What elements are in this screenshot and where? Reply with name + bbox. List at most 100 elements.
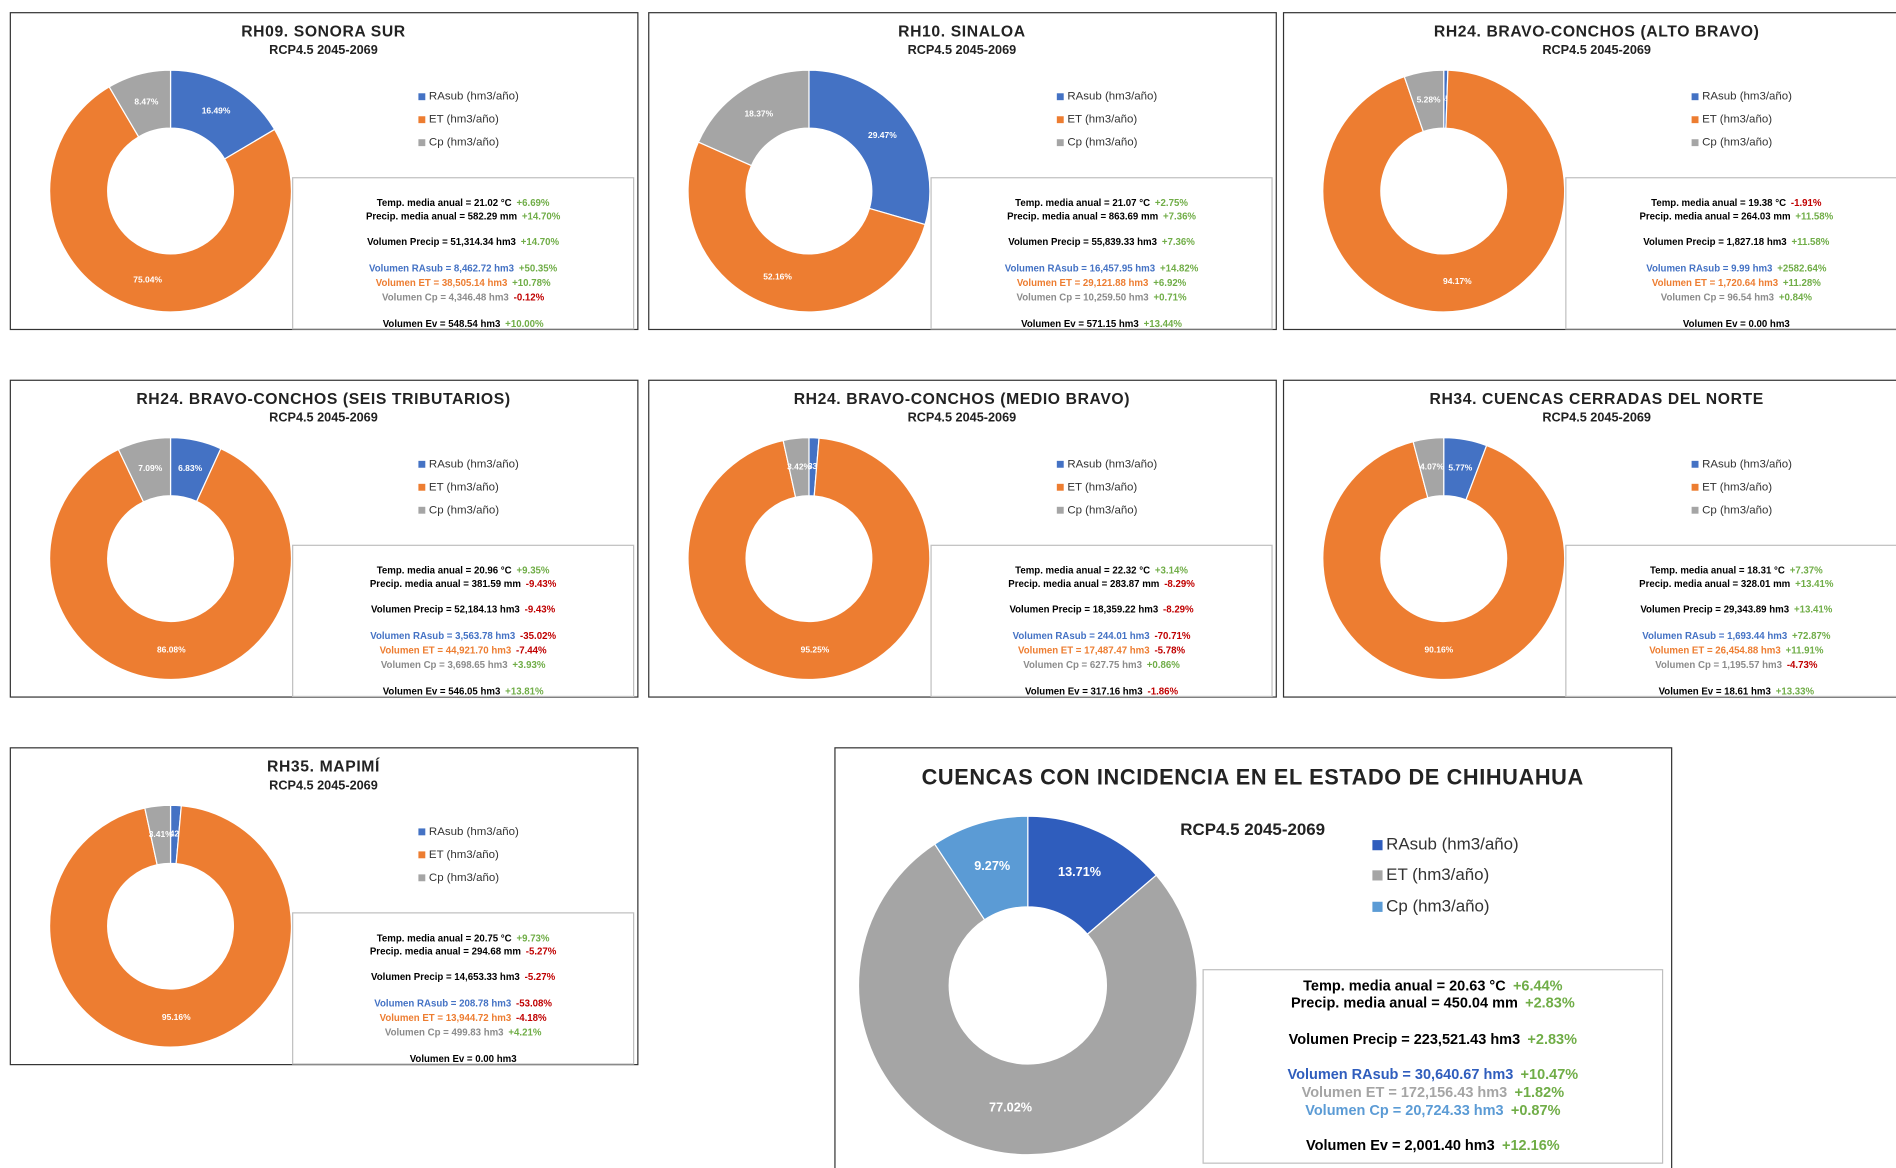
info-line: Volumen Cp = 627.75 hm3 +0.86%	[1023, 660, 1180, 671]
info-line: Volumen Precip = 55,839.33 hm3 +7.36%	[1008, 236, 1195, 247]
legend-swatch	[1691, 506, 1699, 514]
donut-segment	[782, 437, 810, 498]
info-text: Volumen Ev = 0.00 hm3	[1683, 319, 1791, 330]
info-text: Volumen Ev = 2,001.40 hm3	[1306, 1138, 1495, 1154]
legend-label: Cp (hm3/año)	[1386, 896, 1489, 915]
info-change: +2.83%	[1527, 1032, 1577, 1048]
info-text: Volumen Cp = 1,195.57 hm3	[1655, 660, 1782, 671]
legend-label: ET (hm3/año)	[429, 481, 499, 493]
info-text: Volumen Precip = 1,827.18 hm3	[1643, 236, 1787, 247]
legend-label: Cp (hm3/año)	[1067, 137, 1137, 149]
info-text: Precip. media anual = 283.87 mm	[1008, 579, 1159, 590]
legend-swatch	[418, 139, 426, 147]
info-line: Volumen Cp = 20,724.33 hm3 +0.87%	[1305, 1103, 1560, 1119]
legend-label: RAsub (hm3/año)	[429, 458, 519, 470]
info-text: Volumen Ev = 571.15 hm3	[1021, 319, 1139, 330]
chart-subtitle: RCP4.5 2045-2069	[269, 778, 378, 792]
info-change: -8.29%	[1163, 604, 1194, 615]
legend-swatch	[1691, 116, 1699, 124]
chart-subtitle: RCP4.5 2045-2069	[1542, 411, 1651, 425]
info-text: Precip. media anual = 294.68 mm	[370, 946, 521, 957]
info-text: Volumen RAsub = 3,563.78 hm3	[370, 631, 516, 642]
info-change: -5.27%	[526, 946, 557, 957]
legend-swatch	[1056, 93, 1064, 101]
legend-swatch	[418, 874, 426, 882]
legend-label: Cp (hm3/año)	[429, 504, 499, 516]
info-line: Volumen Ev = 571.15 hm3 +13.44%	[1021, 319, 1182, 330]
info-text: Temp. media anual = 20.63 °C	[1303, 978, 1506, 994]
legend-swatch	[1691, 93, 1699, 101]
chart-panel: RH24. BRAVO-CONCHOS (ALTO BRAVO) RCP4.5 2…	[1282, 12, 1896, 331]
info-text: Volumen Cp = 627.75 hm3	[1023, 660, 1142, 671]
info-line: Volumen Ev = 0.00 hm3	[1683, 319, 1791, 330]
info-text: Volumen Ev = 317.16 hm3	[1025, 686, 1143, 697]
info-line: Volumen Ev = 2,001.40 hm3 +12.16%	[1306, 1138, 1560, 1154]
info-line: Volumen RAsub = 30,640.67 hm3 +10.47%	[1288, 1067, 1579, 1083]
data-label: 94.17%	[1443, 276, 1472, 286]
info-change: +0.87%	[1511, 1103, 1561, 1119]
info-line: Precip. media anual = 264.03 mm +11.58%	[1639, 211, 1833, 222]
chart-panel: RH24. BRAVO-CONCHOS (MEDIO BRAVO) RCP4.5 …	[648, 379, 1277, 698]
data-label: 5.28%	[1417, 95, 1441, 105]
info-line: Temp. media anual = 20.75 °C +9.73%	[377, 933, 550, 944]
info-text: Temp. media anual = 18.31 °C	[1650, 565, 1785, 576]
info-text: Precip. media anual = 863.69 mm	[1007, 211, 1158, 222]
title-box: RH24. BRAVO-CONCHOS (ALTO BRAVO)	[1434, 22, 1759, 40]
info-line: Volumen Cp = 4,346.48 hm3 -0.12%	[382, 292, 545, 303]
info-line: Volumen Cp = 10,259.50 hm3 +0.71%	[1017, 292, 1187, 303]
info-change: -7.44%	[516, 645, 547, 656]
info-change: +0.84%	[1779, 292, 1812, 303]
chart-title: RH24. BRAVO-CONCHOS (SEIS TRIBUTARIOS)	[136, 389, 511, 408]
info-line: Temp. media anual = 21.07 °C +2.75%	[1015, 198, 1188, 209]
legend-swatch	[1056, 460, 1064, 468]
info-line: Volumen RAsub = 3,563.78 hm3 -35.02%	[370, 631, 556, 642]
info-change: -9.43%	[526, 579, 557, 590]
data-label: 13.71%	[1058, 865, 1101, 879]
info-change: -1.86%	[1147, 686, 1178, 697]
info-text: Volumen Precip = 51,314.34 hm3	[367, 236, 516, 247]
info-line: Precip. media anual = 328.01 mm +13.41%	[1639, 579, 1834, 590]
donut-segment	[808, 69, 931, 226]
info-text: Volumen ET = 38,505.14 hm3	[376, 277, 508, 288]
data-label: 90.16%	[1424, 645, 1453, 655]
info-line: Volumen Precip = 14,653.33 hm3 -5.27%	[371, 972, 556, 983]
info-line: Volumen ET = 29,121.88 hm3 +6.92%	[1017, 277, 1187, 288]
chart-subtitle: RCP4.5 2045-2069	[908, 43, 1017, 57]
info-text: Volumen Ev = 546.05 hm3	[383, 686, 501, 697]
info-text: Precip. media anual = 450.04 mm	[1291, 995, 1518, 1011]
legend-label: RAsub (hm3/año)	[1067, 458, 1157, 470]
legend-swatch	[1056, 116, 1064, 124]
info-box	[1565, 544, 1896, 698]
info-line: Precip. media anual = 283.87 mm -8.29%	[1008, 579, 1195, 590]
info-text: Volumen ET = 172,156.43 hm3	[1302, 1085, 1508, 1101]
info-change: +0.86%	[1147, 660, 1180, 671]
info-text: Volumen Cp = 3,698.65 hm3	[381, 660, 508, 671]
data-label: 29.47%	[868, 130, 897, 140]
chart-title: CUENCAS CON INCIDENCIA EN EL ESTADO DE C…	[921, 764, 1584, 789]
data-label: 86.08%	[157, 645, 186, 655]
legend-swatch	[418, 93, 426, 101]
legend-swatch	[1372, 870, 1383, 881]
legend-label: Cp (hm3/año)	[1702, 137, 1772, 149]
info-text: Volumen ET = 44,921.70 hm3	[380, 645, 512, 656]
info-text: Volumen Precip = 29,343.89 hm3	[1640, 604, 1789, 615]
title-box: RH35. MAPIMÍ	[267, 757, 379, 775]
info-change: -70.71%	[1154, 631, 1190, 642]
info-change: +6.92%	[1153, 277, 1186, 288]
info-change: +13.81%	[505, 686, 544, 697]
info-text: Volumen RAsub = 30,640.67 hm3	[1288, 1067, 1514, 1083]
info-change: +12.16%	[1502, 1138, 1560, 1154]
donut-segment	[857, 843, 1198, 1156]
info-text: Volumen ET = 29,121.88 hm3	[1017, 277, 1149, 288]
info-line: Volumen ET = 44,921.70 hm3 -7.44%	[380, 645, 547, 656]
info-text: Precip. media anual = 381.59 mm	[370, 579, 521, 590]
info-line: Volumen Precip = 18,359.22 hm3 -8.29%	[1009, 604, 1194, 615]
info-line: Volumen RAsub = 16,457.95 hm3 +14.82%	[1005, 263, 1199, 274]
title-box: CUENCAS CON INCIDENCIA EN EL ESTADO DE C…	[921, 764, 1584, 789]
info-text: Volumen ET = 1,720.64 hm3	[1652, 277, 1779, 288]
legend-label: ET (hm3/año)	[1702, 114, 1772, 126]
legend-swatch	[1691, 460, 1699, 468]
info-line: Precip. media anual = 863.69 mm +7.36%	[1007, 211, 1196, 222]
info-line: Volumen Ev = 0.00 hm3	[410, 1054, 518, 1065]
info-change: +10.47%	[1521, 1067, 1579, 1083]
